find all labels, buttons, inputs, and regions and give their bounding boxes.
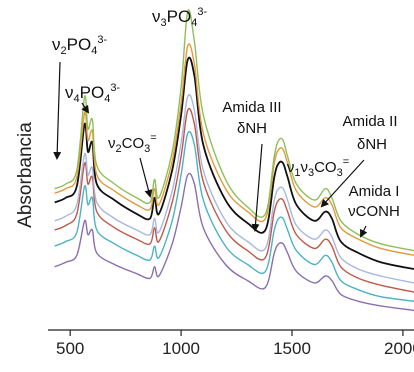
annotation-amida3a: Amida III: [222, 99, 281, 116]
annotation-part: 2: [61, 45, 67, 57]
annotation-part: 1: [294, 167, 300, 179]
annotation-part: δNH: [357, 136, 387, 153]
annotation-amida2a: Amida II: [342, 113, 397, 130]
annotation-part: 3: [161, 17, 167, 29]
annotation-amida1a: Amida I: [349, 183, 400, 200]
annotation-part: δNH: [237, 120, 267, 137]
spectrum-line-6: [54, 130, 414, 302]
spectrum-line-3: [54, 56, 414, 270]
spectrum-line-7: [54, 172, 414, 312]
annotation-part: 2: [116, 143, 122, 155]
annotation-part: 4: [104, 93, 110, 105]
annotation-part: PO: [167, 7, 192, 26]
annotation-amida1b: νCONH: [348, 203, 400, 220]
annotation-part: Amida I: [349, 183, 400, 200]
annotation-part: ν: [108, 135, 116, 152]
annotation-amida2b: δNH: [357, 136, 387, 153]
spectrum-line-1: [54, 9, 414, 252]
annotation-part: PO: [67, 35, 92, 54]
annotation-part: CO: [122, 135, 145, 152]
spectrum-line-2: [54, 43, 414, 256]
arrow-v4po4: [81, 102, 90, 114]
spectrum-line-4: [54, 94, 414, 284]
annotation-part: 3: [337, 167, 343, 179]
spectrum-line-5: [54, 107, 414, 293]
annotation-part: 4: [191, 17, 197, 29]
annotation-part: =: [150, 132, 156, 144]
annotation-part: νCONH: [348, 203, 400, 220]
x-tick-label-1000: 1000: [162, 339, 200, 358]
annotations: ν2PO43-ν4PO43-ν3PO43-ν2CO3=Amida IIIδNHν…: [52, 6, 400, 220]
annotation-part: PO: [80, 83, 105, 102]
annotation-part: 4: [91, 45, 97, 57]
annotation-arrows: [53, 61, 368, 238]
arrow-v2co3: [139, 157, 153, 198]
annotation-part: 4: [74, 93, 80, 105]
arrow-amida3: [251, 143, 263, 232]
annotation-part: ν: [52, 35, 61, 54]
arrow-amida2: [320, 159, 365, 208]
arrow-amida1: [360, 225, 368, 238]
annotation-v3po4: ν3PO43-: [152, 6, 207, 29]
annotation-part: 3: [144, 143, 150, 155]
annotation-part: 3: [308, 167, 314, 179]
annotation-part: =: [343, 156, 349, 168]
annotation-part: 3-: [110, 82, 120, 94]
y-axis-label: Absorbancia: [15, 122, 36, 228]
annotation-v2co3: ν2CO3=: [108, 132, 157, 155]
annotation-v4po4: ν4PO43-: [65, 82, 120, 105]
annotation-part: 3-: [97, 34, 107, 46]
annotation-part: ν: [300, 159, 308, 176]
annotation-part: ν: [287, 159, 295, 176]
x-axis: 500 1000 1500 2000: [48, 329, 414, 358]
annotation-part: ν: [152, 7, 161, 26]
annotation-v1v3co3: ν1ν3CO3=: [287, 156, 349, 179]
annotation-part: ν: [65, 83, 74, 102]
annotation-part: 3-: [197, 6, 207, 18]
x-tick-label-500: 500: [56, 339, 84, 358]
series-layer: [54, 9, 414, 312]
annotation-part: Amida II: [342, 113, 397, 130]
x-tick-label-2000: 2000: [384, 339, 414, 358]
annotation-v2po4: ν2PO43-: [52, 34, 107, 57]
annotation-amida3b: δNH: [237, 120, 267, 137]
annotation-part: CO: [314, 159, 337, 176]
arrow-v2po4: [53, 61, 62, 160]
x-tick-label-1500: 1500: [273, 339, 311, 358]
annotation-part: Amida III: [222, 99, 281, 116]
